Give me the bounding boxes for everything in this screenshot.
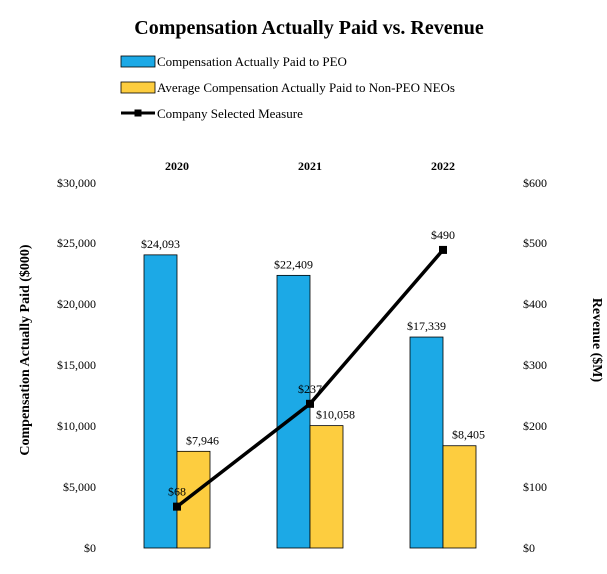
point-measure [306,399,314,408]
bar-neo [176,450,211,549]
y-tick-label: $5,000 [63,480,96,494]
bar-neo [309,425,344,549]
y2-axis-title: Revenue ($M) [589,298,604,383]
line-marks: $68 $237 $490 [168,228,455,511]
y2-tick-label: $500 [523,236,547,250]
legend-label-neo: Average Compensation Actually Paid to No… [157,80,455,95]
y2-tick-label: $300 [523,358,547,372]
bar-peo [276,274,311,549]
category-labels: 2020 2021 2022 [165,159,455,173]
data-label-measure: $68 [168,485,186,499]
data-label-measure: $237 [298,382,322,396]
data-label-peo: $17,339 [407,319,446,333]
y-axis-ticks: $0 $5,000 $10,000 $15,000 $20,000 $25,00… [57,176,96,555]
bar-peo [143,254,178,549]
data-label-peo: $22,409 [274,257,313,271]
legend-label-peo: Compensation Actually Paid to PEO [157,54,347,69]
point-measure [439,245,447,254]
data-label-measure: $490 [431,228,455,242]
category-label: 2022 [431,159,455,173]
y-tick-label: $0 [84,541,96,555]
legend-swatch-peo [120,55,156,68]
bar-neo [442,445,477,549]
legend-swatch-neo [120,81,156,94]
y2-axis-ticks: $0 $100 $200 $300 $400 $500 $600 [523,176,547,555]
point-measure [173,502,181,511]
y2-tick-label: $600 [523,176,547,190]
y2-tick-label: $200 [523,419,547,433]
data-label-peo: $24,093 [141,237,180,251]
y-tick-label: $20,000 [57,297,96,311]
y2-tick-label: $100 [523,480,547,494]
bar-marks [143,254,477,549]
data-labels: $24,093 $22,409 $17,339 $7,946 $10,058 $8,405 [141,237,485,447]
y-tick-label: $10,000 [57,419,96,433]
y-tick-label: $30,000 [57,176,96,190]
y2-tick-label: $400 [523,297,547,311]
y-axis-title: Compensation Actually Paid ($000) [18,244,33,456]
y-tick-label: $25,000 [57,236,96,250]
y-tick-label: $15,000 [57,358,96,372]
legend-label-measure: Company Selected Measure [157,106,303,121]
bar-peo [409,336,444,549]
category-label: 2020 [165,159,189,173]
data-label-neo: $7,946 [186,433,219,447]
data-label-neo: $8,405 [452,428,485,442]
legend-marker-measure [134,109,142,117]
chart-title: Compensation Actually Paid vs. Revenue [134,17,484,39]
data-label-neo: $10,058 [316,408,355,422]
category-label: 2021 [298,159,322,173]
legend: Compensation Actually Paid to PEO Averag… [120,54,455,121]
y2-tick-label: $0 [523,541,535,555]
